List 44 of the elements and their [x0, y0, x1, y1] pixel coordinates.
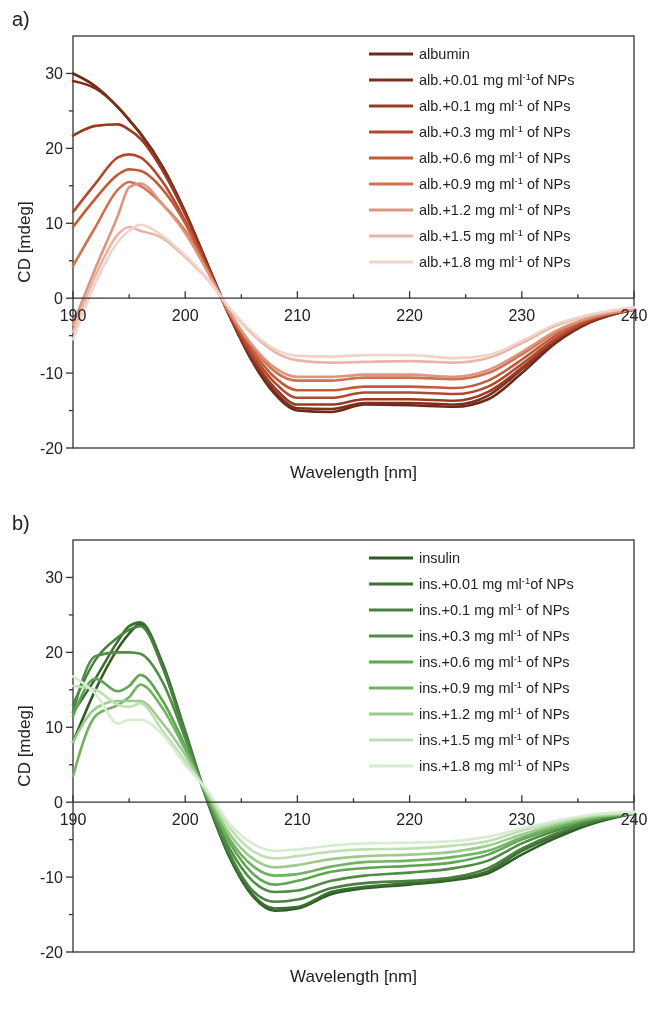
- legend-label: alb.+1.8 mg ml$^{-1}$ of NPs: [419, 252, 571, 270]
- legend-label: ins.+1.8 mg ml$^{-1}$ of NPs: [419, 756, 570, 774]
- y-tick-label: 30: [45, 64, 64, 82]
- legend-label: ins.+1.2 mg ml$^{-1}$ of NPs: [419, 704, 570, 722]
- legend-label: ins.+0.9 mg ml$^{-1}$ of NPs: [419, 678, 570, 696]
- legend-label: alb.+1.5 mg ml$^{-1}$ of NPs: [419, 226, 571, 244]
- y-tick-label: 30: [45, 568, 64, 586]
- x-tick-label: 220: [396, 307, 424, 325]
- x-tick-label: 230: [508, 811, 536, 829]
- y-tick-label: -20: [39, 943, 64, 961]
- x-axis-title: Wavelength [nm]: [290, 967, 417, 986]
- legend-label: ins.+0.6 mg ml$^{-1}$ of NPs: [419, 652, 570, 670]
- x-tick-label: 220: [396, 811, 424, 829]
- x-tick-label: 200: [171, 811, 199, 829]
- legend-label: insulin: [419, 550, 461, 566]
- legend-label: albumin: [419, 46, 470, 62]
- legend-label: alb.+0.01 mg ml$^{-1}$of NPs: [419, 70, 575, 88]
- y-axis-title: CD [mdeg]: [15, 705, 34, 787]
- legend-label: alb.+0.3 mg ml$^{-1}$ of NPs: [419, 122, 571, 140]
- y-tick-label: -20: [39, 439, 64, 457]
- legend-label: ins.+0.01 mg ml$^{-1}$of NPs: [419, 574, 574, 592]
- y-axis-title: CD [mdeg]: [15, 201, 34, 283]
- y-tick-label: 20: [45, 139, 64, 157]
- y-tick-label: 0: [54, 793, 64, 811]
- chart-title: b): [12, 512, 30, 534]
- y-tick-label: 0: [54, 289, 64, 307]
- legend-label: alb.+0.6 mg ml$^{-1}$ of NPs: [419, 148, 571, 166]
- legend-label: alb.+0.1 mg ml$^{-1}$ of NPs: [419, 96, 571, 114]
- legend-label: alb.+1.2 mg ml$^{-1}$ of NPs: [419, 200, 571, 218]
- y-tick-label: 10: [45, 718, 64, 736]
- y-tick-label: -10: [39, 868, 64, 886]
- x-tick-label: 210: [284, 307, 311, 325]
- y-tick-label: 20: [45, 643, 64, 661]
- x-tick-label: 200: [171, 307, 199, 325]
- legend-label: alb.+0.9 mg ml$^{-1}$ of NPs: [419, 174, 571, 192]
- x-tick-label: 230: [508, 307, 536, 325]
- legend-label: ins.+1.5 mg ml$^{-1}$ of NPs: [419, 730, 570, 748]
- y-tick-label: -10: [39, 364, 64, 382]
- x-tick-label: 210: [284, 811, 311, 829]
- legend-label: ins.+0.1 mg ml$^{-1}$ of NPs: [419, 600, 570, 618]
- chart-title: a): [12, 8, 30, 30]
- x-axis-title: Wavelength [nm]: [290, 463, 417, 482]
- legend-label: ins.+0.3 mg ml$^{-1}$ of NPs: [419, 626, 570, 644]
- y-tick-label: 10: [45, 214, 64, 232]
